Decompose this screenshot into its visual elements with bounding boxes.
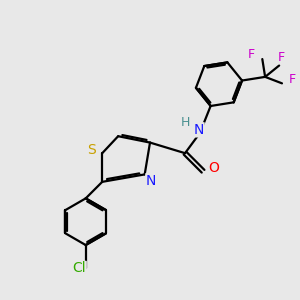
Text: N: N: [146, 174, 156, 188]
Text: Cl: Cl: [73, 261, 86, 275]
Text: F: F: [289, 73, 296, 85]
Text: H: H: [180, 116, 190, 129]
Text: F: F: [248, 48, 255, 61]
Text: N: N: [194, 123, 204, 137]
Text: S: S: [87, 143, 96, 157]
Text: O: O: [208, 161, 219, 175]
Text: F: F: [278, 50, 285, 64]
